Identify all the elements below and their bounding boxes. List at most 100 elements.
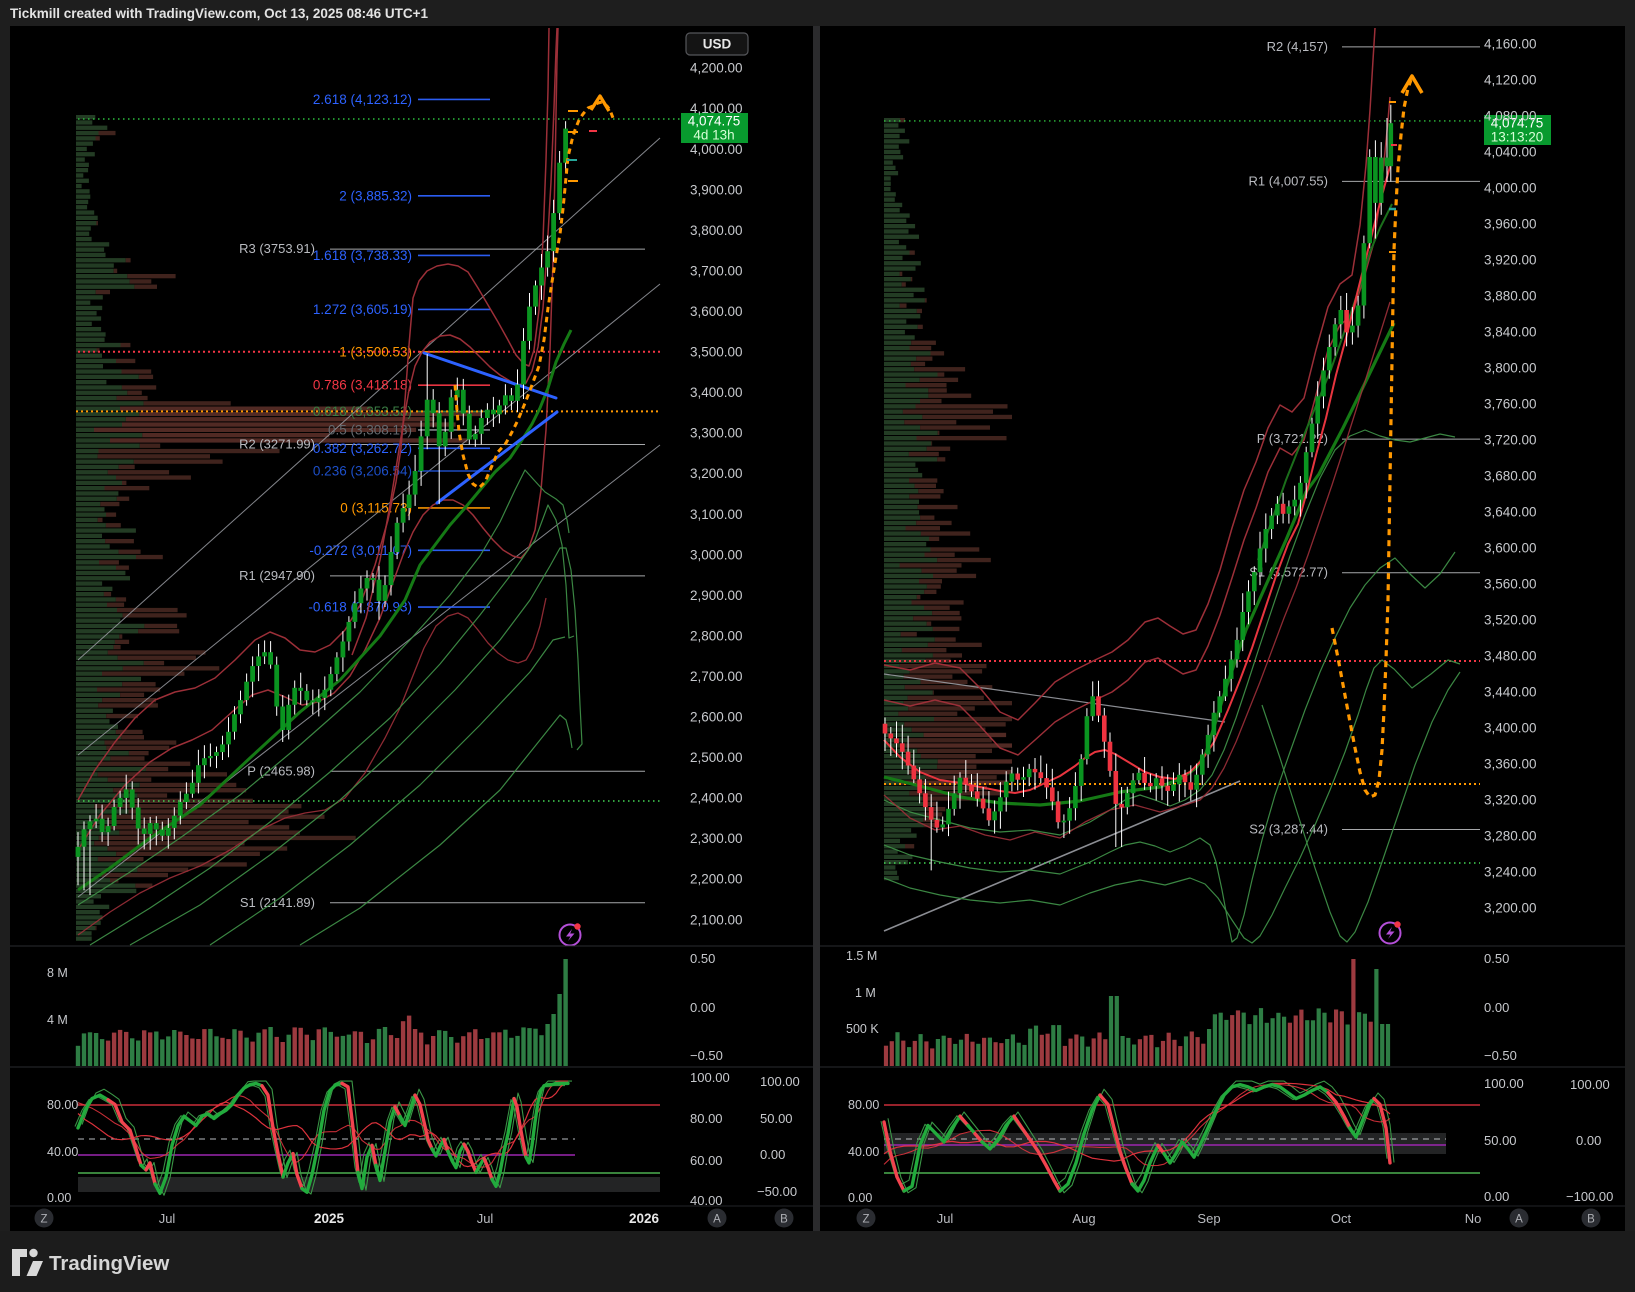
svg-text:3,960.00: 3,960.00: [1484, 217, 1537, 232]
svg-text:1 M: 1 M: [855, 986, 876, 1000]
svg-text:−50.00: −50.00: [757, 1184, 797, 1199]
svg-text:60.00: 60.00: [690, 1153, 723, 1168]
svg-text:3,480.00: 3,480.00: [1484, 649, 1537, 664]
svg-text:−100.00: −100.00: [1566, 1189, 1613, 1204]
svg-text:0.00: 0.00: [848, 1191, 872, 1205]
svg-text:0.786 (3,418.18): 0.786 (3,418.18): [313, 378, 412, 393]
svg-text:4,160.00: 4,160.00: [1484, 37, 1537, 52]
svg-text:Aug: Aug: [1072, 1211, 1095, 1226]
svg-text:3,600.00: 3,600.00: [1484, 541, 1537, 556]
svg-text:Sep: Sep: [1197, 1211, 1220, 1226]
svg-text:R3 (3753.91): R3 (3753.91): [239, 241, 315, 256]
svg-text:1.272 (3,605.19): 1.272 (3,605.19): [313, 302, 412, 317]
svg-text:−0.50: −0.50: [1484, 1048, 1517, 1063]
svg-text:3,300.00: 3,300.00: [690, 426, 743, 441]
svg-text:8 M: 8 M: [47, 966, 68, 980]
svg-text:4,080.00: 4,080.00: [1484, 109, 1537, 124]
svg-text:3,000.00: 3,000.00: [690, 547, 743, 562]
svg-text:0.50: 0.50: [690, 951, 715, 966]
svg-text:TradingView: TradingView: [49, 1252, 169, 1275]
svg-text:3,700.00: 3,700.00: [690, 263, 743, 278]
svg-text:3,600.00: 3,600.00: [690, 304, 743, 319]
svg-text:3,360.00: 3,360.00: [1484, 757, 1537, 772]
svg-text:3,720.00: 3,720.00: [1484, 433, 1537, 448]
svg-text:3,920.00: 3,920.00: [1484, 253, 1537, 268]
svg-text:2.618 (4,123.12): 2.618 (4,123.12): [313, 92, 412, 107]
svg-text:4,200.00: 4,200.00: [690, 61, 743, 76]
svg-text:0.00: 0.00: [47, 1191, 71, 1205]
svg-text:3,200.00: 3,200.00: [1484, 901, 1537, 916]
svg-text:50.00: 50.00: [760, 1111, 793, 1126]
svg-text:4,100.00: 4,100.00: [690, 101, 743, 116]
svg-text:0.00: 0.00: [690, 1000, 715, 1015]
svg-text:3,400.00: 3,400.00: [690, 385, 743, 400]
svg-text:0.236 (3,206.54): 0.236 (3,206.54): [313, 464, 412, 479]
svg-text:80.00: 80.00: [47, 1098, 78, 1112]
svg-text:Jul: Jul: [477, 1211, 494, 1226]
svg-text:Tickmill created with TradingV: Tickmill created with TradingView.com, O…: [10, 6, 429, 21]
svg-text:3,680.00: 3,680.00: [1484, 469, 1537, 484]
svg-text:0 (3,115.73): 0 (3,115.73): [340, 500, 412, 515]
svg-text:2,700.00: 2,700.00: [690, 669, 743, 684]
svg-text:3,800.00: 3,800.00: [1484, 361, 1537, 376]
svg-text:4d 13h: 4d 13h: [693, 128, 734, 143]
svg-text:0.00: 0.00: [1484, 1000, 1509, 1015]
svg-text:2,600.00: 2,600.00: [690, 710, 743, 725]
svg-text:3,100.00: 3,100.00: [690, 507, 743, 522]
svg-text:3,800.00: 3,800.00: [690, 223, 743, 238]
svg-text:100.00: 100.00: [1484, 1076, 1524, 1091]
svg-text:R1 (4,007.55): R1 (4,007.55): [1249, 173, 1329, 188]
svg-text:−0.50: −0.50: [690, 1048, 723, 1063]
svg-text:3,280.00: 3,280.00: [1484, 829, 1537, 844]
svg-text:4,040.00: 4,040.00: [1484, 145, 1537, 160]
svg-text:Z: Z: [40, 1214, 47, 1226]
svg-text:40.00: 40.00: [848, 1145, 879, 1159]
svg-text:80.00: 80.00: [848, 1098, 879, 1112]
svg-text:0.382 (3,262.72): 0.382 (3,262.72): [313, 441, 412, 456]
svg-text:50.00: 50.00: [1484, 1133, 1517, 1148]
svg-text:1.618 (3,738.33): 1.618 (3,738.33): [313, 248, 412, 263]
svg-text:2,200.00: 2,200.00: [690, 872, 743, 887]
svg-text:4,074.75: 4,074.75: [1491, 116, 1544, 131]
svg-text:4,000.00: 4,000.00: [690, 142, 743, 157]
svg-text:1 (3,500.53): 1 (3,500.53): [339, 344, 412, 359]
svg-text:3,900.00: 3,900.00: [690, 182, 743, 197]
svg-text:P (2465.98): P (2465.98): [247, 763, 315, 778]
svg-text:R2 (4,157): R2 (4,157): [1267, 39, 1328, 54]
svg-text:Z: Z: [862, 1214, 869, 1226]
svg-text:3,200.00: 3,200.00: [690, 466, 743, 481]
svg-text:4 M: 4 M: [47, 1013, 68, 1027]
svg-text:40.00: 40.00: [690, 1193, 723, 1208]
svg-text:3,320.00: 3,320.00: [1484, 793, 1537, 808]
svg-text:2026: 2026: [629, 1211, 660, 1226]
svg-text:3,640.00: 3,640.00: [1484, 505, 1537, 520]
svg-text:1.5 M: 1.5 M: [846, 949, 877, 963]
svg-text:2025: 2025: [314, 1211, 345, 1226]
svg-text:4,000.00: 4,000.00: [1484, 181, 1537, 196]
svg-text:USD: USD: [703, 37, 732, 52]
svg-text:Jul: Jul: [937, 1211, 954, 1226]
svg-text:R1 (2947.90): R1 (2947.90): [239, 568, 315, 583]
svg-text:No: No: [1465, 1211, 1482, 1226]
svg-text:2,400.00: 2,400.00: [690, 791, 743, 806]
svg-text:3,440.00: 3,440.00: [1484, 685, 1537, 700]
svg-text:0.50: 0.50: [1484, 951, 1509, 966]
svg-text:500 K: 500 K: [846, 1022, 879, 1036]
svg-text:4,074.75: 4,074.75: [688, 114, 741, 129]
svg-text:-0.272 (3,011.07): -0.272 (3,011.07): [309, 543, 412, 558]
svg-text:3,840.00: 3,840.00: [1484, 325, 1537, 340]
svg-text:S1 (2141.89): S1 (2141.89): [240, 895, 315, 910]
svg-text:0.5 (3,308.13): 0.5 (3,308.13): [328, 422, 412, 437]
svg-text:2,300.00: 2,300.00: [690, 831, 743, 846]
svg-text:2,800.00: 2,800.00: [690, 628, 743, 643]
svg-text:4,120.00: 4,120.00: [1484, 73, 1537, 88]
svg-text:100.00: 100.00: [690, 1070, 730, 1085]
svg-text:100.00: 100.00: [1570, 1077, 1610, 1092]
svg-text:0.00: 0.00: [1484, 1189, 1509, 1204]
svg-text:100.00: 100.00: [760, 1074, 800, 1089]
svg-text:13:13:20: 13:13:20: [1491, 130, 1544, 145]
svg-text:0.00: 0.00: [760, 1147, 785, 1162]
svg-text:2 (3,885.32): 2 (3,885.32): [339, 188, 412, 203]
svg-text:S2 (3,287.44): S2 (3,287.44): [1249, 822, 1328, 837]
svg-text:B: B: [780, 1214, 788, 1226]
